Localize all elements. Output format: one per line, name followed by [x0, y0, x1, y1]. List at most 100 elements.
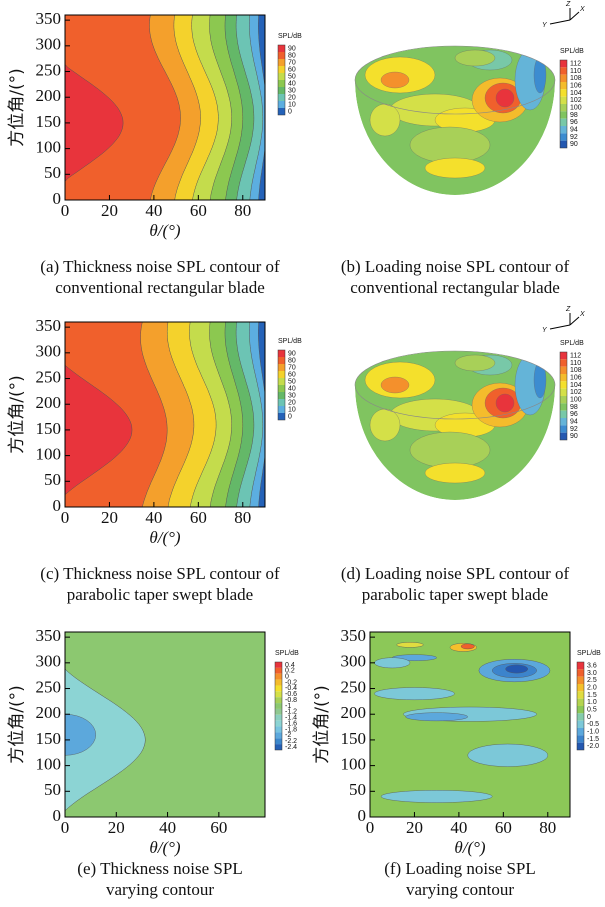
axis-line [569, 11, 580, 21]
colorbar-label: 0 [285, 674, 289, 681]
colorbar-swatch [560, 118, 567, 126]
caption: conventional rectangular blade [350, 278, 560, 297]
colorbar-swatch [560, 104, 567, 112]
colorbar-label: 112 [570, 61, 581, 68]
colorbar-swatch [278, 378, 285, 385]
bowl-surface [355, 46, 555, 195]
colorbar-label: 90 [288, 350, 296, 357]
colorbar-title: SPL/dB [560, 48, 584, 55]
colorbar-swatch [577, 728, 584, 736]
plot-frame [369, 631, 571, 818]
bowl-surface [355, 351, 555, 500]
colorbar-label: 0 [288, 413, 292, 420]
bowl-rim [354, 45, 556, 115]
colorbar-swatch [278, 73, 285, 80]
y-tick-label: 100 [341, 755, 367, 774]
caption: (c) Thickness noise SPL contour of [40, 564, 280, 583]
colorbar-label: -0.5 [587, 721, 599, 728]
colorbar-label: 10 [288, 406, 296, 413]
contour-band [505, 664, 528, 674]
colorbar-label: 0.5 [587, 707, 597, 714]
y-tick-label: 0 [53, 189, 62, 208]
y-tick-label: 250 [36, 677, 62, 696]
colorbar-label: 3.6 [587, 663, 597, 670]
colorbar-frame [277, 349, 286, 421]
colorbar-swatch [560, 403, 567, 411]
x-tick-label: 60 [190, 201, 207, 220]
axis-label: X [579, 311, 585, 318]
colorbar-label: 96 [570, 119, 578, 126]
y-axis-label: 方位角/(°) [7, 685, 27, 764]
colorbar-label: 90 [570, 433, 578, 440]
colorbar-label: -1.4 [285, 715, 297, 722]
x-tick-label: 40 [145, 508, 162, 527]
colorbar-swatch [560, 74, 567, 82]
colorbar-swatch [560, 96, 567, 104]
colorbar-label: -1.6 [285, 720, 297, 727]
contour-band [396, 642, 424, 648]
x-axis-label: θ/(°) [149, 528, 181, 547]
colorbar-swatch [577, 684, 584, 692]
contour-band [495, 393, 515, 413]
colorbar-swatch [577, 720, 584, 728]
colorbar-swatch [560, 374, 567, 382]
contour-band [65, 632, 146, 817]
colorbar-swatch [577, 735, 584, 743]
contour-band [454, 354, 496, 372]
contour-band [380, 71, 410, 89]
contour-band [533, 56, 547, 94]
colorbar-title: SPL/dB [560, 340, 584, 347]
colorbar-swatch [278, 357, 285, 364]
contour-band [454, 49, 496, 67]
colorbar-swatch [278, 59, 285, 66]
x-tick-label: 20 [101, 508, 118, 527]
y-tick-label: 200 [341, 703, 367, 722]
colorbar-title: SPL/dB [275, 650, 299, 657]
contour-band [405, 712, 468, 722]
x-tick-label: 80 [539, 818, 556, 837]
colorbar-label: 92 [570, 426, 578, 433]
colorbar-label: 60 [288, 371, 296, 378]
colorbar-swatch [577, 691, 584, 699]
panel: 0 20 40 60 80050100150200250300350θ/(°)方位角/(… [7, 9, 302, 297]
colorbar-swatch [278, 364, 285, 371]
colorbar-label: 50 [288, 378, 296, 385]
colorbar-label: 108 [570, 367, 582, 374]
colorbar-swatch [560, 82, 567, 90]
colorbar-label: 106 [570, 83, 582, 90]
colorbar-title: SPL/dB [278, 33, 302, 40]
colorbar-label: 90 [570, 141, 578, 148]
colorbar-label: 3.0 [587, 670, 597, 677]
contour-band [533, 361, 547, 399]
x-tick-label: 20 [108, 818, 125, 837]
x-tick-label: 80 [234, 201, 251, 220]
colorbar-swatch [577, 669, 584, 677]
colorbar-frame [274, 661, 283, 751]
axis-label: Z [565, 306, 571, 313]
y-tick-label: 200 [36, 703, 62, 722]
colorbar-label: 40 [288, 80, 296, 87]
colorbar-label: -1.5 [587, 736, 599, 743]
axis-label: Y [542, 327, 548, 334]
y-tick-label: 350 [36, 316, 62, 335]
colorbar-label: 94 [570, 127, 578, 134]
colorbar-label: -0.6 [285, 691, 297, 698]
colorbar-label: 80 [288, 357, 296, 364]
colorbar-label: -2.2 [285, 738, 297, 745]
colorbar-swatch [278, 80, 285, 87]
y-tick-label: 150 [36, 729, 62, 748]
colorbar-frame [277, 44, 286, 116]
colorbar-label: -1.8 [285, 726, 297, 733]
colorbar-label: 102 [570, 97, 582, 104]
caption: varying contour [406, 880, 514, 899]
plot-area [370, 632, 570, 817]
colorbar-swatch [278, 385, 285, 392]
y-tick-label: 150 [341, 729, 367, 748]
y-axis-label: 方位角/(°) [312, 685, 332, 764]
colorbar-swatch [577, 742, 584, 750]
colorbar-label: 50 [288, 73, 296, 80]
colorbar-label: 100 [570, 105, 582, 112]
contour-band [65, 714, 96, 756]
colorbar-swatch [278, 94, 285, 101]
